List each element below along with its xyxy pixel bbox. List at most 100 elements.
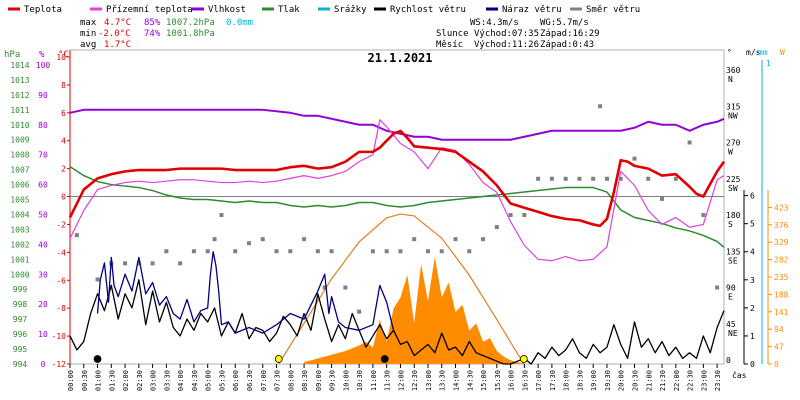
wind-direction-point <box>315 249 320 254</box>
x-tick-label: 14:00 <box>453 370 461 391</box>
solar-radiation-area <box>304 256 525 364</box>
x-tick-label: 00:00 <box>67 370 75 391</box>
wind-tick-label: 6 <box>750 192 755 201</box>
hpa-tick-label: 1003 <box>10 225 29 234</box>
stats-block: max 4.7°C 85% 1007.2hPa 0.0mm min -2.0°C… <box>80 18 600 50</box>
legend-label: Teplota <box>24 5 62 15</box>
hpa-tick-label: 994 <box>13 360 28 369</box>
x-tick-label: 09:00 <box>315 370 323 391</box>
temp-axis-label: °C <box>58 50 69 60</box>
solar-tick-label: 47 <box>774 343 784 352</box>
pct-tick-label: 10 <box>38 330 48 339</box>
direction-tick-label: 225 <box>726 175 741 184</box>
wind-tick-label: 1 <box>750 332 755 341</box>
wind-direction-point <box>646 176 651 181</box>
legend: Teplota Přízemní teplota Vlhkost Tlak Srážky… <box>8 5 640 15</box>
wind-direction-point <box>302 237 307 242</box>
wind-tick-label: 0 <box>750 360 755 369</box>
solar-tick-label: 188 <box>774 290 789 299</box>
wind-direction-point <box>598 104 603 109</box>
hpa-axis-label: hPa <box>4 50 20 60</box>
wind-tick-label: 5 <box>750 220 755 229</box>
solar-theoretical-curve <box>278 213 525 365</box>
wind-direction-point <box>398 249 403 254</box>
x-tick-label: 03:30 <box>163 370 171 391</box>
wind-direction-point <box>522 213 527 217</box>
wind-direction-point <box>343 285 348 290</box>
x-tick-label: 10:30 <box>356 370 364 391</box>
moon-marker <box>380 355 389 363</box>
solar-tick-label: 376 <box>774 221 789 230</box>
legend-label: Srážky <box>334 5 367 15</box>
direction-compass-label: E <box>728 293 733 302</box>
wind-direction-point <box>494 225 499 230</box>
x-tick-label: 12:00 <box>397 370 405 391</box>
stat-max-rain: 0.0mm <box>226 18 253 28</box>
pct-tick-label: 50 <box>38 210 48 219</box>
x-tick-label: 03:00 <box>150 370 158 391</box>
x-tick-label: 01:00 <box>95 370 103 391</box>
wind-direction-point <box>508 213 513 217</box>
x-tick-label: 04:00 <box>177 370 185 391</box>
x-tick-label: 15:30 <box>494 370 502 391</box>
x-tick-label: 05:30 <box>218 370 226 391</box>
hpa-tick-label: 1008 <box>10 151 29 160</box>
wind-axis-label: m/s <box>746 48 761 57</box>
x-tick-label: 22:00 <box>673 370 681 391</box>
hpa-tick-label: 1010 <box>10 121 29 130</box>
solar-tick-label: 423 <box>774 203 789 212</box>
wind-direction-point <box>136 261 141 266</box>
wind-direction-point <box>715 285 720 290</box>
wind-direction-point <box>74 233 79 238</box>
solar-tick-label: 235 <box>774 273 789 282</box>
direction-tick-label: 315 <box>726 102 741 111</box>
x-tick-label: 17:00 <box>535 370 543 391</box>
wind-direction-point <box>660 196 665 201</box>
wind-direction-point <box>329 249 334 254</box>
wind-tick-label: 3 <box>750 276 755 285</box>
hpa-tick-label: 1002 <box>10 240 29 249</box>
direction-axis-label: ° <box>727 48 732 57</box>
stat-max-press: 1007.2hPa <box>166 18 215 28</box>
wind-direction-point <box>274 249 279 254</box>
pressure-line <box>69 166 725 248</box>
wind-direction-point <box>150 261 155 266</box>
wind-direction-point <box>536 176 541 181</box>
x-tick-label: 16:30 <box>521 370 529 391</box>
x-tick-label: 22:30 <box>687 370 695 391</box>
wind-direction-point <box>260 237 265 242</box>
x-tick-label: 00:30 <box>81 370 89 391</box>
hpa-tick-label: 1005 <box>10 196 29 205</box>
legend-label: Náraz větru <box>502 5 562 15</box>
x-tick-label: 21:00 <box>645 370 653 391</box>
temp-tick-label: 2 <box>61 165 66 174</box>
wind-direction-point <box>618 176 623 181</box>
temp-tick-label: 0 <box>61 193 66 202</box>
direction-tick-label: 90 <box>726 284 736 293</box>
solar-axis-label: W <box>780 48 785 57</box>
x-tick-label: 11:30 <box>384 370 392 391</box>
x-tick-label: 08:30 <box>301 370 309 391</box>
x-tick-label: 18:30 <box>576 370 584 391</box>
hpa-tick-label: 1000 <box>10 270 29 279</box>
direction-compass-label: W <box>728 148 733 157</box>
hpa-tick-label: 1001 <box>10 255 29 264</box>
solar-tick-label: 141 <box>774 308 789 317</box>
legend-label: Přízemní teplota <box>106 5 193 15</box>
pct-tick-label: 70 <box>38 151 48 160</box>
wind-direction-point <box>673 176 678 181</box>
pct-tick-label: 0 <box>41 360 46 369</box>
solar-tick-label: 282 <box>774 256 789 265</box>
stat-max-temp: 4.7°C <box>104 18 131 28</box>
direction-tick-label: 135 <box>726 247 741 256</box>
hpa-tick-label: 1014 <box>10 61 29 70</box>
stat-sun-label: Slunce <box>436 29 469 39</box>
x-tick-label: 19:30 <box>604 370 612 391</box>
direction-compass-label: NW <box>728 111 738 120</box>
wind-tick-label: 2 <box>750 304 755 313</box>
wind-direction-point <box>412 237 417 242</box>
x-tick-label: 08:00 <box>287 370 295 391</box>
humidity-line <box>69 108 725 141</box>
legend-label: Tlak <box>278 5 300 15</box>
